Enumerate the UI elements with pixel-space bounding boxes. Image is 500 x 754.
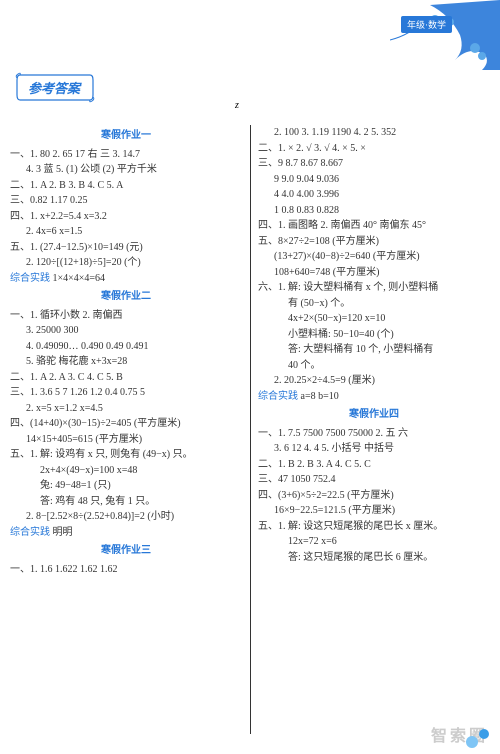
answer-line: (13+27)×(40−8)÷2=640 (平方厘米) (256, 249, 492, 265)
answer-line: 14×15+405=615 (平方厘米) (8, 432, 244, 448)
answer-line: 2. x=5 x=1.2 x=4.5 (8, 401, 244, 417)
answer-line: 三、0.82 1.17 0.25 (8, 193, 244, 209)
answer-line: 9 9.0 9.04 9.036 (256, 172, 492, 188)
answer-line: 16×9−22.5=121.5 (平方厘米) (256, 503, 492, 519)
answer-line: 一、1. 1.6 1.622 1.62 1.62 (8, 562, 244, 578)
answer-line: 五、1. 解: 设这只短尾猴的尾巴长 x 厘米。 (256, 519, 492, 535)
answer-line: 小塑料桶: 50−10=40 (个) (256, 327, 492, 343)
grade-badge: 年级·数学 (401, 16, 452, 33)
answer-line: 综合实践 明明 (8, 525, 244, 541)
answer-line: 1 0.8 0.83 0.828 (256, 203, 492, 219)
answer-line: 4. 0.49090… 0.490 0.49 0.491 (8, 339, 244, 355)
answer-line: 四、1. x+2.2=5.4 x=3.2 (8, 209, 244, 225)
answer-line: 40 个。 (256, 358, 492, 374)
answer-line: 2. 4x=6 x=1.5 (8, 224, 244, 240)
answer-line: 答: 这只短尾猴的尾巴长 6 厘米。 (256, 550, 492, 566)
answer-line: 五、8×27÷2=108 (平方厘米) (256, 234, 492, 250)
answer-line: 4 4.0 4.00 3.996 (256, 187, 492, 203)
answer-line: 二、1. B 2. B 3. A 4. C 5. C (256, 457, 492, 473)
z-mark: z (235, 100, 239, 111)
answer-line: 二、1. A 2. A 3. C 4. C 5. B (8, 370, 244, 386)
answer-line: 综合实践 1×4×4×4=64 (8, 271, 244, 287)
answer-line: 六、1. 解: 设大塑料桶有 x 个, 则小塑料桶 (256, 280, 492, 296)
practice-label: 综合实践 (10, 273, 50, 284)
answer-line: 三、9 8.7 8.67 8.667 (256, 156, 492, 172)
answer-line: 五、1. 解: 设鸡有 x 只, 则兔有 (49−x) 只。 (8, 447, 244, 463)
answer-line: 四、(3+6)×5÷2=22.5 (平方厘米) (256, 488, 492, 504)
answer-line: 兔: 49−48=1 (只) (8, 478, 244, 494)
answer-line: 二、1. A 2. B 3. B 4. C 5. A (8, 178, 244, 194)
answer-line: 2. 8−[2.52×8÷(2.52+0.84)]=2 (小时) (8, 509, 244, 525)
answer-line: 四、(14+40)×(30−15)÷2=405 (平方厘米) (8, 416, 244, 432)
answer-line: 三、47 1050 752.4 (256, 472, 492, 488)
answer-line: 答: 鸡有 48 只, 兔有 1 只。 (8, 494, 244, 510)
section-title: 寒假作业一 (8, 128, 244, 144)
practice-label: 综合实践 (258, 391, 298, 402)
answer-line: 3. 6 12 4. 4 5. 小括号 中括号 (256, 441, 492, 457)
answer-line: 有 (50−x) 个。 (256, 296, 492, 312)
answer-line: 12x=72 x=6 (256, 534, 492, 550)
answer-line: 4. 3 蓝 5. (1) 公顷 (2) 平方千米 (8, 162, 244, 178)
answer-line: 三、1. 3.6 5 7 1.26 1.2 0.4 0.75 5 (8, 385, 244, 401)
answer-line: 一、1. 循环小数 2. 南偏西 (8, 308, 244, 324)
answer-line: 综合实践 a=8 b=10 (256, 389, 492, 405)
answer-line: 2x+4×(49−x)=100 x=48 (8, 463, 244, 479)
answer-line: 一、1. 80 2. 65 17 右 三 3. 14.7 (8, 147, 244, 163)
answer-line: 二、1. × 2. √ 3. √ 4. × 5. × (256, 141, 492, 157)
answer-line: 5. 骆驼 梅花鹿 x+3x=28 (8, 354, 244, 370)
answer-line: 3. 25000 300 (8, 323, 244, 339)
answer-line: 4x+2×(50−x)=120 x=10 (256, 311, 492, 327)
answer-line: 四、1. 画图略 2. 南偏西 40° 南偏东 45° (256, 218, 492, 234)
section-title: 寒假作业二 (8, 289, 244, 305)
answer-line: 108+640=748 (平方厘米) (256, 265, 492, 281)
practice-label: 综合实践 (10, 527, 50, 538)
answer-line: 答: 大塑料桶有 10 个, 小塑料桶有 (256, 342, 492, 358)
answer-line: 2. 120÷[(12+18)÷5]=20 (个) (8, 255, 244, 271)
answer-line: 一、1. 7.5 7500 7500 75000 2. 五 六 (256, 426, 492, 442)
answer-content: 寒假作业一一、1. 80 2. 65 17 右 三 3. 14.74. 3 蓝 … (8, 125, 492, 734)
page-title: 参考答案 (28, 78, 80, 97)
section-title: 寒假作业四 (256, 407, 492, 423)
section-title: 寒假作业三 (8, 543, 244, 559)
answer-line: 2. 20.25×2÷4.5=9 (厘米) (256, 373, 492, 389)
corner-decoration (390, 0, 500, 85)
answer-line: 2. 100 3. 1.19 1190 4. 2 5. 352 (256, 125, 492, 141)
answer-line: 五、1. (27.4−12.5)×10=149 (元) (8, 240, 244, 256)
corner-dots (462, 726, 492, 748)
